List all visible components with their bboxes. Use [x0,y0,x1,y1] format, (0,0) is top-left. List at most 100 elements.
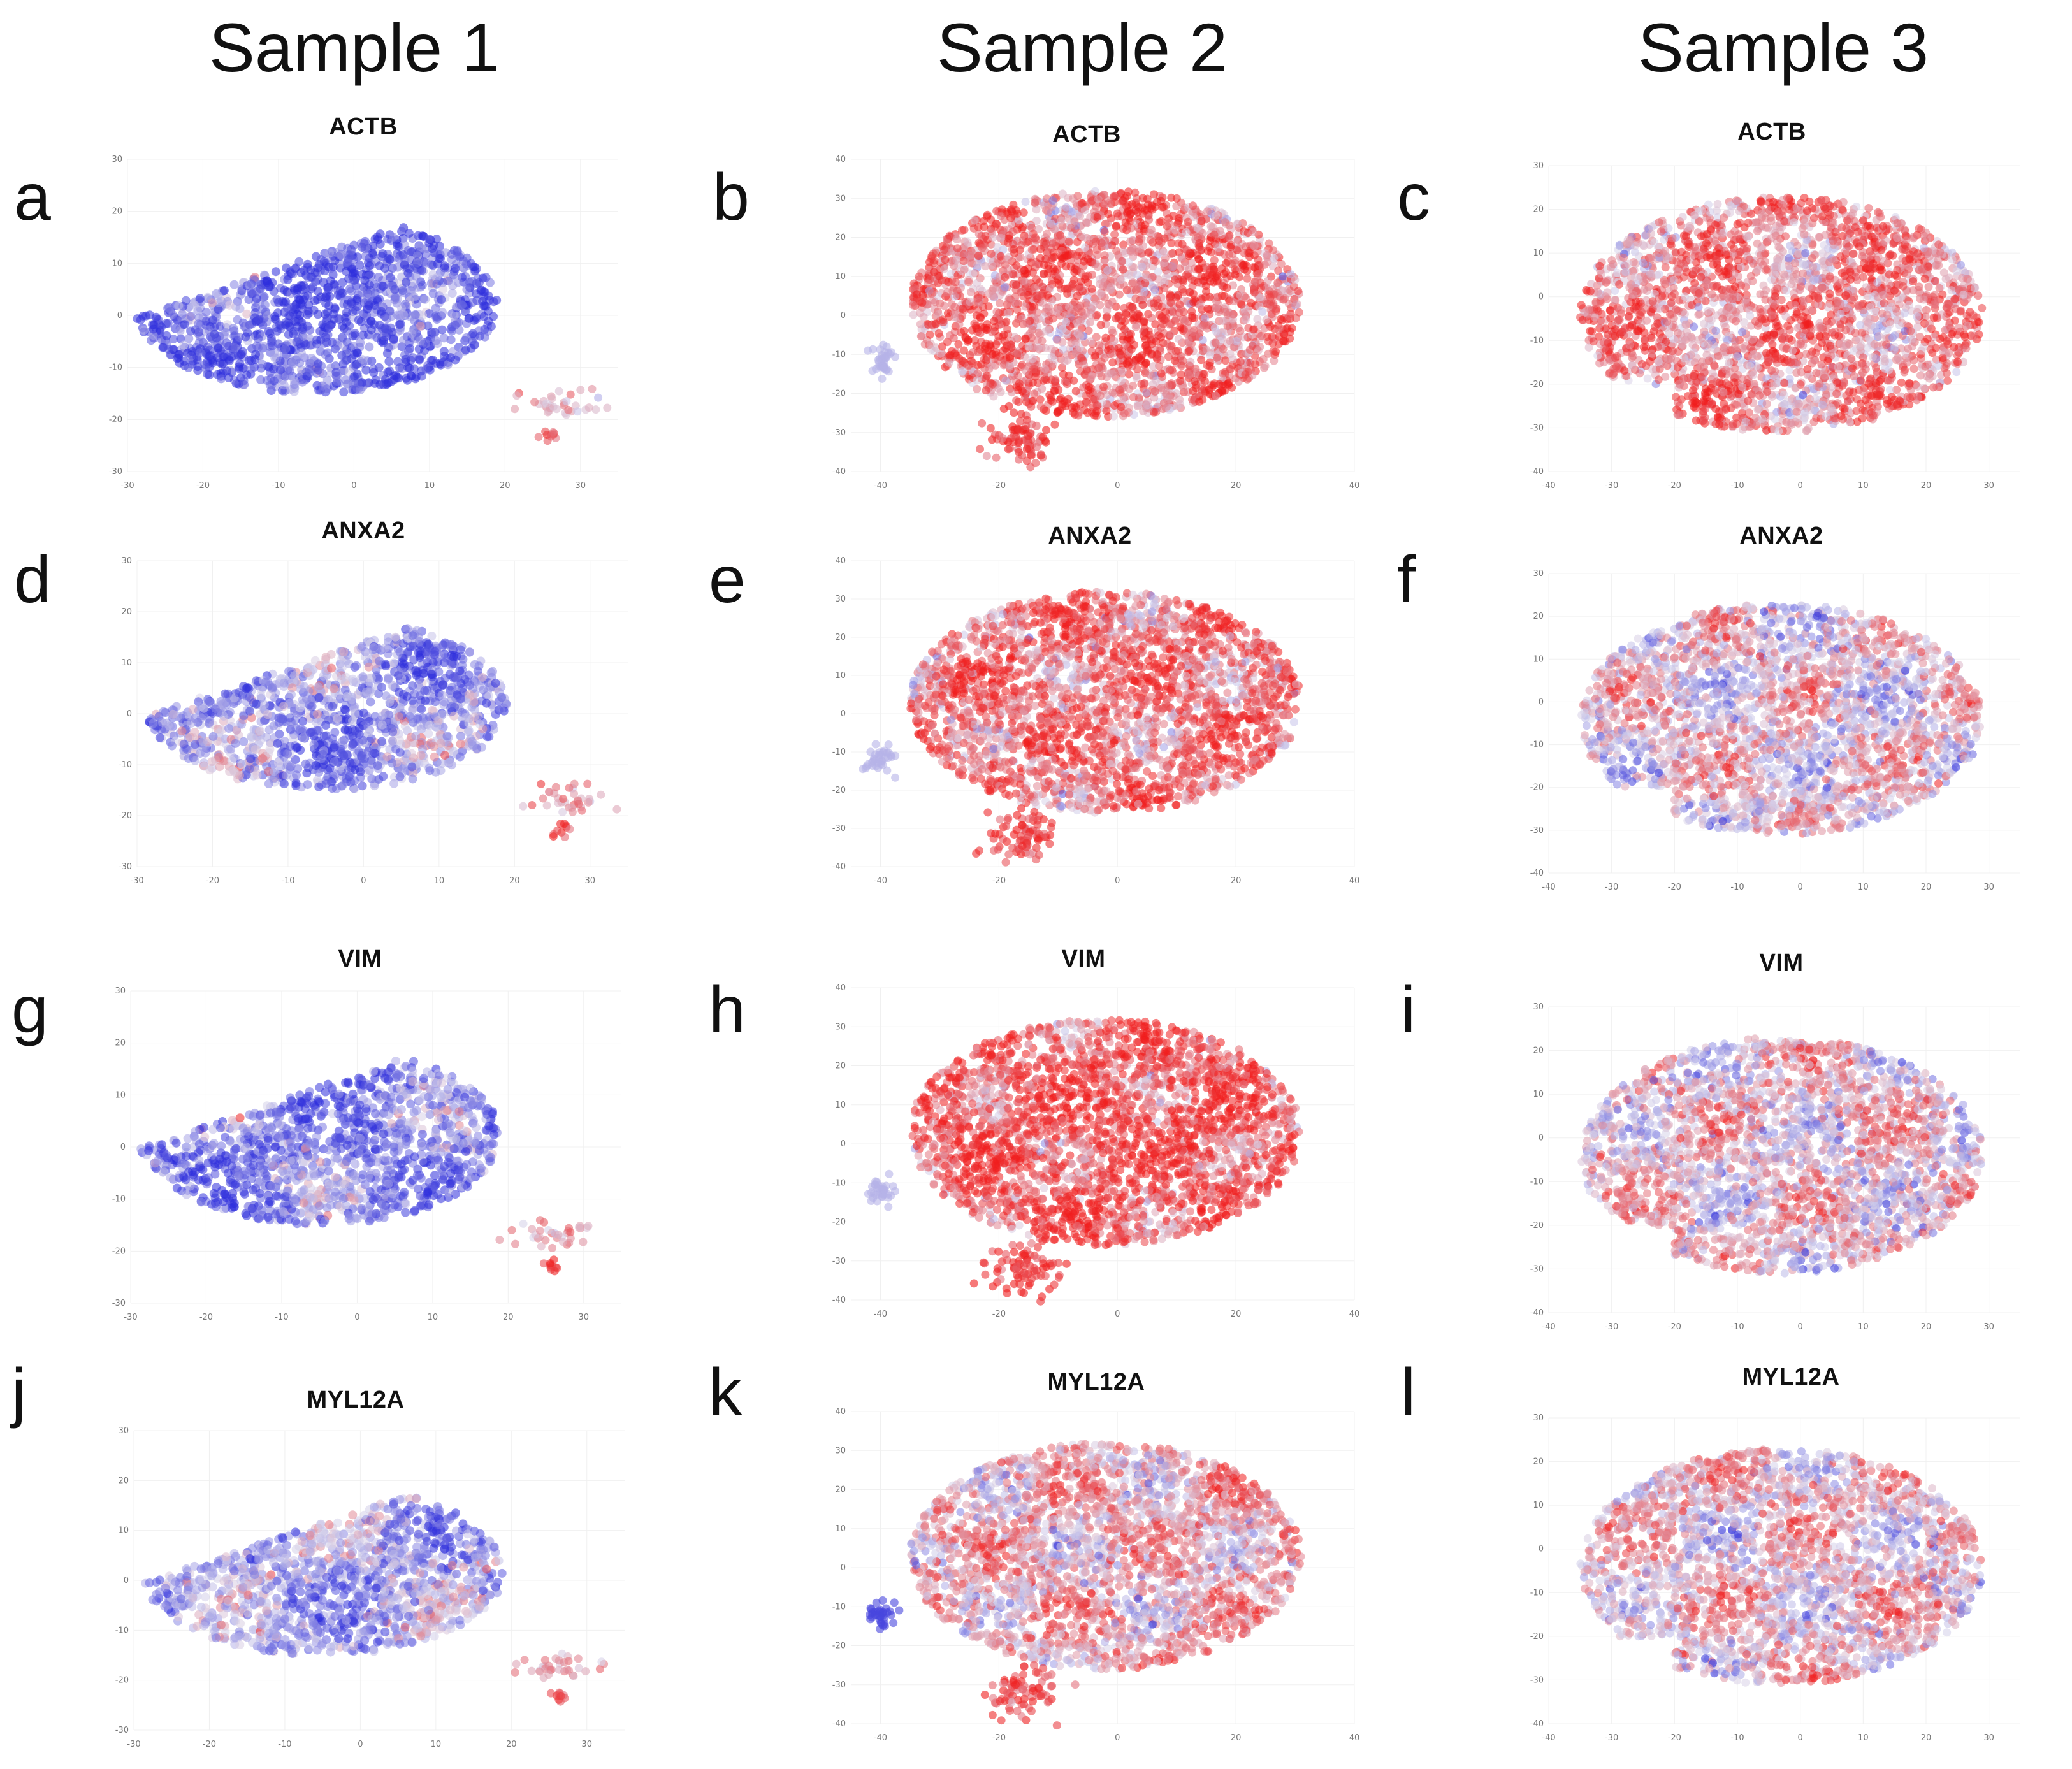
x-tick-label: 40 [1349,481,1360,491]
data-point [224,373,233,382]
data-point [372,333,382,342]
data-point [1939,268,1948,277]
data-point [1118,198,1127,206]
x-tick-label: 10 [424,481,435,491]
y-tick-label: -30 [1530,423,1544,433]
data-point [986,343,995,352]
data-point [1185,347,1193,356]
data-point [953,244,962,253]
data-point [973,376,982,385]
data-point [303,291,313,301]
data-point [931,319,940,328]
data-point [219,286,229,295]
data-point [354,315,363,325]
data-point [576,386,585,394]
data-point [1859,273,1868,282]
data-point [960,326,969,335]
data-point [1227,259,1236,268]
data-point [998,433,1007,442]
data-point [1087,284,1096,293]
data-point [1083,408,1092,417]
data-point [1198,387,1206,396]
data-point [1110,230,1119,239]
data-point [1014,398,1023,407]
data-point [421,365,431,374]
data-point [162,331,171,340]
data-point [1017,410,1026,419]
data-point [281,297,291,307]
data-point [976,445,984,454]
data-point [1249,240,1257,249]
data-point [1167,345,1176,354]
data-point [287,303,296,312]
data-point [379,336,388,345]
data-point [1145,215,1154,224]
data-point [1036,450,1045,459]
data-point [417,280,427,290]
data-point [262,276,272,285]
data-point [306,272,315,282]
data-point [214,305,223,314]
data-point [341,375,351,384]
data-point [1083,271,1092,280]
data-point [1010,333,1019,342]
data-point [1055,271,1064,280]
data-point [1015,379,1024,388]
data-point [438,284,448,294]
data-point [275,365,285,375]
data-point [1094,195,1103,204]
data-point [1203,207,1212,216]
data-point [1839,198,1848,206]
data-point [1179,277,1188,286]
data-point [594,393,603,402]
data-point [1016,253,1025,261]
data-point [254,334,263,343]
data-point [1129,305,1138,314]
data-point [944,278,953,286]
data-point [385,254,395,264]
data-point [1121,393,1130,401]
data-point [1087,337,1095,346]
data-point [414,345,424,354]
data-point [193,329,203,338]
data-point [1059,345,1068,354]
data-point [179,340,189,350]
data-point [1155,310,1164,319]
data-point [1117,403,1126,412]
data-point [950,303,959,311]
data-point [165,304,175,314]
data-point [1020,277,1029,285]
data-point [1167,193,1176,202]
data-point [247,356,256,365]
data-point [936,349,945,358]
data-point [276,321,286,331]
data-point [363,379,373,388]
data-point [1100,227,1109,236]
x-tick-label: 20 [500,481,511,491]
data-point [350,372,359,381]
data-point [970,216,979,225]
data-point [323,330,333,340]
data-point [1174,335,1183,343]
data-point [289,380,299,389]
x-tick-label: 0 [351,481,356,491]
data-point [1595,332,1603,341]
data-point [1122,192,1131,201]
data-point [478,273,488,283]
data-point [994,332,1003,341]
data-point [1030,344,1039,353]
data-point [992,307,1001,316]
data-point [450,321,460,330]
data-point [1186,357,1195,366]
data-point [1048,196,1057,205]
x-tick-label: -20 [196,481,210,491]
data-point [1261,361,1270,370]
data-point [1041,365,1050,373]
data-point [301,340,310,350]
data-point [1045,284,1054,293]
data-point [1115,290,1124,299]
data-point [1201,314,1210,323]
data-point [1142,388,1151,397]
data-point [398,286,407,296]
data-point [398,336,408,345]
